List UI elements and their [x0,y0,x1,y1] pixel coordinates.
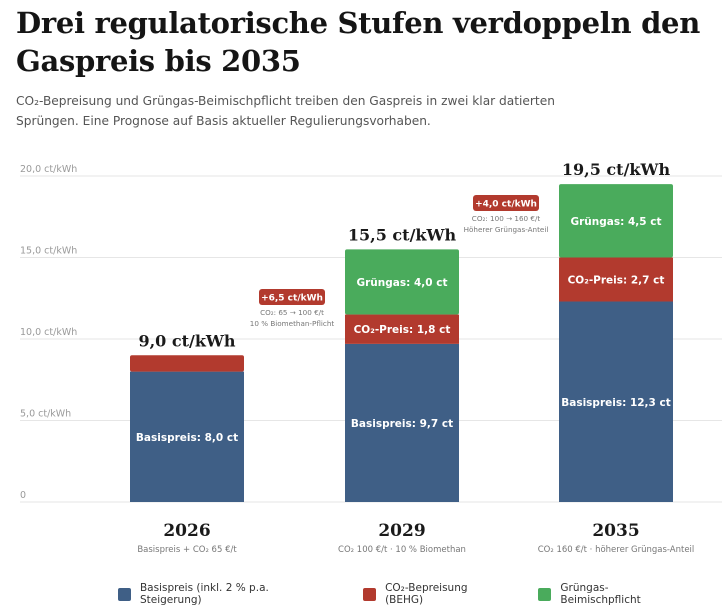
x-category-sublabel: CO₂ 160 €/t · höherer Grüngas-Anteil [538,545,695,555]
bar-total-label: 9,0 ct/kWh [138,331,235,350]
chart-subtitle: CO₂-Bepreisung und Grüngas-Beimischpflic… [16,94,555,128]
legend-swatch-co2 [363,587,377,601]
segment-value-label: Grüngas: 4,0 ct [357,277,448,289]
bar-segment-gruengas [345,249,459,315]
y-tick-label: 15,0 ct/kWh [20,246,77,257]
legend-swatch-basis [118,587,131,601]
annotation-note: Höherer Grüngas-Anteil [464,225,549,234]
legend-label-co2: CO₂-Bepreisung (BEHG) [385,582,468,606]
segment-value-label: Basispreis: 8,0 ct [136,432,238,444]
legend-label-basis: Basispreis (inkl. 2 % p.a. Steigerung) [139,582,269,606]
annotation-note: 10 % Biomethan-Pflicht [250,319,335,328]
x-category-label: 2026 [163,521,210,541]
bar-segment-basis [130,371,244,502]
annotation-badge [473,195,539,211]
bar-total-label: 19,5 ct/kWh [562,160,671,179]
legend-item-gruengas: Grüngas-Beimischpflicht [538,582,688,606]
y-tick-label: 0 [20,490,26,501]
bar-total-label: 15,5 ct/kWh [348,225,457,244]
segment-value-label: Basispreis: 12,3 ct [561,397,671,409]
legend-item-co2: CO₂-Bepreisung (BEHG) [363,582,508,606]
bar-segment-basis [559,301,673,502]
stacked-bar-chart: 0 5,0 ct/kWh 10,0 ct/kWh 15,0 ct/kWh 20,0 ct… [20,160,722,555]
annotation-badge [259,289,325,305]
bar-segment-co2 [130,355,244,372]
x-category-label: 2029 [378,521,425,541]
segment-value-label: Grüngas: 4,5 ct [571,216,662,228]
annotation-note: CO₂: 65 → 100 €/t [260,308,324,317]
y-tick-label: 10,0 ct/kWh [20,327,77,338]
segment-value-label: CO₂-Preis: 1,8 ct [354,324,451,336]
x-category-sublabel: CO₂ 100 €/t · 10 % Biomethan [338,545,466,555]
bar-segment-co2 [559,257,673,302]
segment-value-label: Basispreis: 9,7 ct [351,418,453,430]
bar-segment-co2 [345,314,459,344]
bar-segment-gruengas [559,184,673,258]
annotation-badge-label: +4,0 ct/kWh [475,200,537,210]
y-tick-label: 20,0 ct/kWh [20,164,77,175]
bar-segment-basis [345,343,459,502]
chart-title: Drei regulatorische Stufen verdoppeln de… [16,6,700,78]
legend-swatch-gruengas [538,587,552,601]
x-category-label: 2035 [592,521,639,541]
chart-legend: Basispreis (inkl. 2 % p.a. Steigerung) C… [118,582,718,606]
annotation-note: CO₂: 100 → 160 €/t [472,214,541,223]
legend-label-gruengas: Grüngas-Beimischpflicht [560,582,641,606]
segment-value-label: CO₂-Preis: 2,7 ct [568,275,665,287]
legend-item-basis: Basispreis (inkl. 2 % p.a. Steigerung) [118,582,333,606]
x-category-sublabel: Basispreis + CO₂ 65 €/t [137,545,237,555]
y-tick-label: 5,0 ct/kWh [20,409,71,420]
annotation-badge-label: +6,5 ct/kWh [261,294,323,304]
